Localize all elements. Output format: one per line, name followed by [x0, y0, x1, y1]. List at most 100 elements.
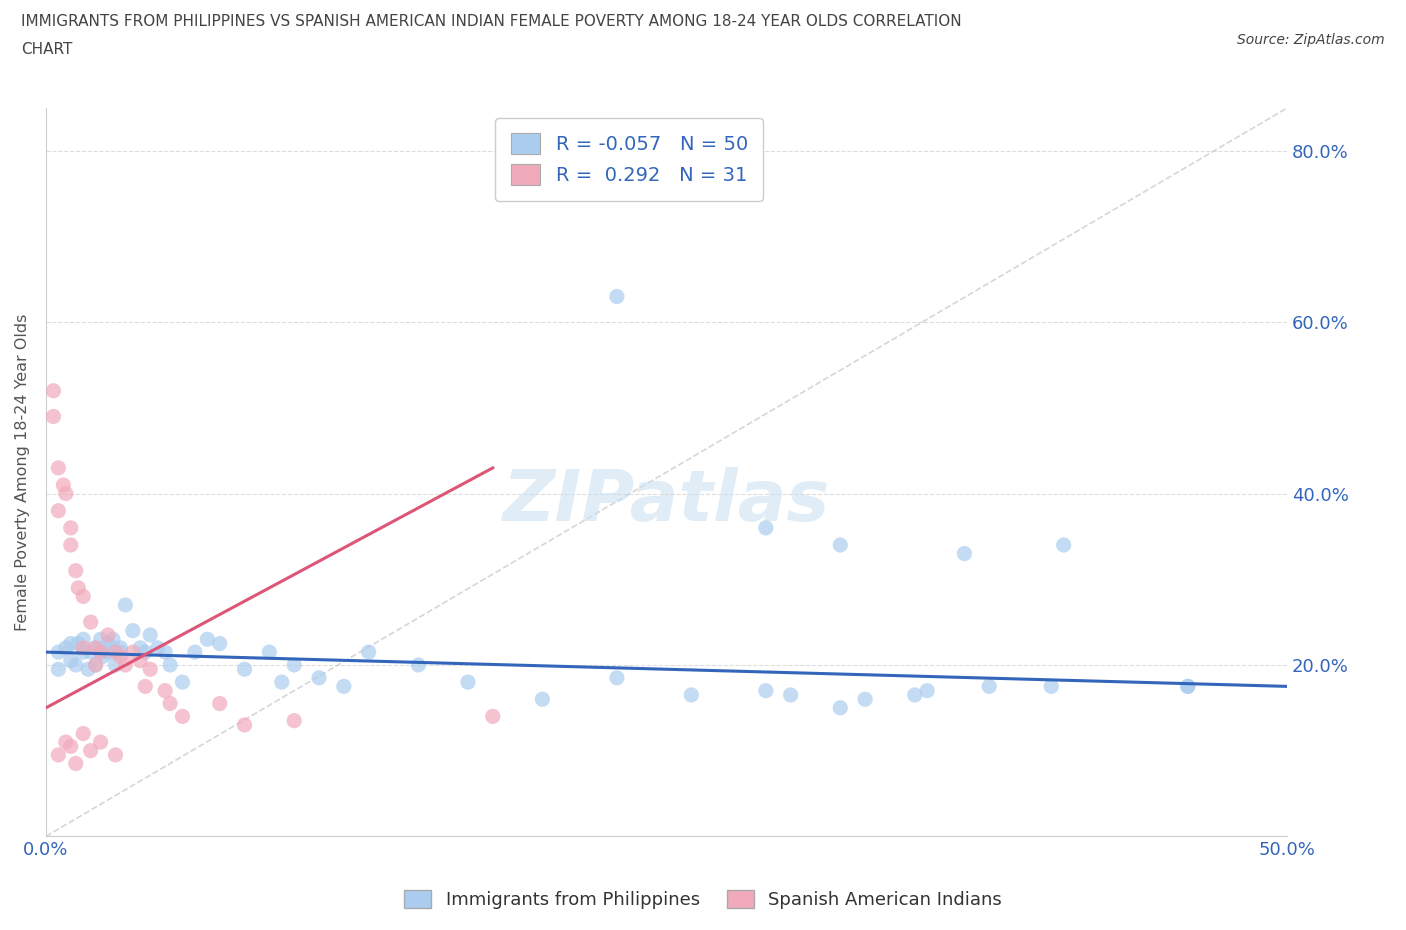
Point: [48, 460, 70, 475]
Point: [755, 521, 778, 536]
Point: [72, 641, 94, 656]
Point: [606, 671, 628, 685]
Point: [59, 653, 82, 668]
Point: [904, 687, 927, 702]
Point: [42, 383, 65, 398]
Point: [42, 409, 65, 424]
Point: [457, 674, 479, 689]
Point: [90, 644, 112, 659]
Point: [606, 289, 628, 304]
Point: [233, 718, 256, 733]
Text: IMMIGRANTS FROM PHILIPPINES VS SPANISH AMERICAN INDIAN FEMALE POVERTY AMONG 18-2: IMMIGRANTS FROM PHILIPPINES VS SPANISH A…: [21, 14, 962, 29]
Point: [65, 756, 87, 771]
Point: [59, 739, 82, 754]
Point: [55, 486, 77, 501]
Point: [52, 478, 75, 493]
Point: [195, 631, 218, 646]
Point: [48, 503, 70, 518]
Point: [72, 644, 94, 659]
Point: [104, 644, 127, 659]
Point: [104, 748, 127, 763]
Point: [84, 658, 107, 672]
Point: [208, 636, 231, 651]
Point: [101, 631, 124, 646]
Point: [72, 589, 94, 604]
Point: [121, 623, 143, 638]
Point: [79, 615, 101, 630]
Point: [55, 641, 77, 656]
Point: [91, 649, 114, 664]
Point: [153, 684, 176, 698]
Point: [357, 644, 380, 659]
Point: [1177, 679, 1199, 694]
Point: [1053, 538, 1076, 552]
Point: [159, 658, 181, 672]
Point: [1177, 679, 1199, 694]
Point: [259, 644, 281, 659]
Point: [953, 546, 976, 561]
Point: [172, 709, 194, 724]
Point: [308, 671, 330, 685]
Point: [59, 521, 82, 536]
Point: [129, 641, 152, 656]
Point: [84, 641, 107, 656]
Point: [84, 641, 107, 656]
Point: [84, 658, 107, 672]
Point: [283, 658, 305, 672]
Point: [208, 696, 231, 711]
Point: [755, 684, 778, 698]
Point: [79, 644, 101, 659]
Point: [114, 598, 136, 613]
Legend: R = -0.057   N = 50, R =  0.292   N = 31: R = -0.057 N = 50, R = 0.292 N = 31: [495, 118, 763, 201]
Point: [90, 735, 112, 750]
Point: [531, 692, 554, 707]
Point: [65, 564, 87, 578]
Point: [1040, 679, 1063, 694]
Y-axis label: Female Poverty Among 18-24 Year Olds: Female Poverty Among 18-24 Year Olds: [15, 313, 30, 631]
Point: [853, 692, 876, 707]
Point: [270, 674, 292, 689]
Point: [134, 644, 156, 659]
Point: [48, 748, 70, 763]
Point: [48, 662, 70, 677]
Point: [139, 662, 162, 677]
Text: Source: ZipAtlas.com: Source: ZipAtlas.com: [1237, 33, 1385, 46]
Point: [59, 636, 82, 651]
Point: [333, 679, 356, 694]
Point: [134, 679, 156, 694]
Point: [283, 713, 305, 728]
Point: [481, 709, 503, 724]
Point: [79, 743, 101, 758]
Point: [67, 636, 90, 651]
Point: [979, 679, 1001, 694]
Point: [72, 726, 94, 741]
Point: [172, 674, 194, 689]
Point: [129, 653, 152, 668]
Text: ZIPatlas: ZIPatlas: [503, 467, 830, 536]
Point: [48, 644, 70, 659]
Point: [110, 641, 132, 656]
Point: [915, 684, 938, 698]
Point: [830, 700, 852, 715]
Point: [90, 631, 112, 646]
Point: [72, 631, 94, 646]
Point: [139, 628, 162, 643]
Point: [90, 644, 112, 659]
Point: [59, 538, 82, 552]
Point: [77, 662, 100, 677]
Point: [408, 658, 430, 672]
Point: [681, 687, 703, 702]
Point: [97, 636, 120, 651]
Point: [67, 580, 90, 595]
Point: [121, 644, 143, 659]
Point: [97, 644, 120, 659]
Point: [233, 662, 256, 677]
Point: [779, 687, 801, 702]
Point: [97, 628, 120, 643]
Point: [110, 649, 132, 664]
Point: [104, 658, 127, 672]
Point: [55, 735, 77, 750]
Point: [830, 538, 852, 552]
Point: [153, 644, 176, 659]
Legend: Immigrants from Philippines, Spanish American Indians: Immigrants from Philippines, Spanish Ame…: [396, 883, 1010, 916]
